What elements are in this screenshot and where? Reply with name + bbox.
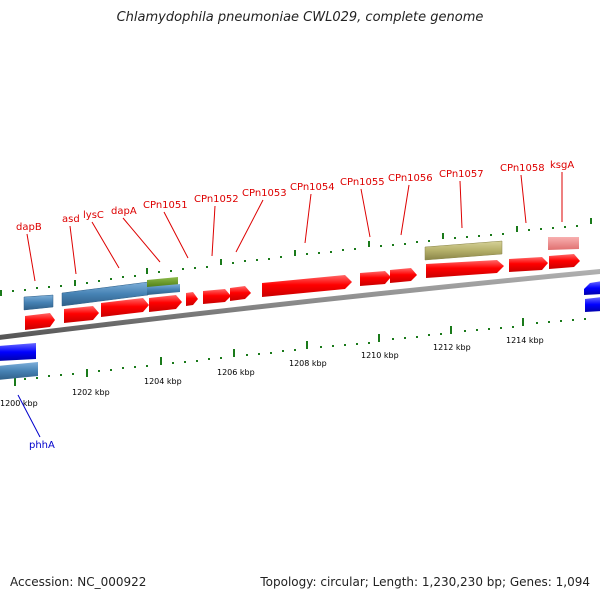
cds-arrow — [390, 268, 417, 283]
gene-leader-line-phhA — [17, 394, 41, 438]
feature-steelblue — [23, 294, 54, 311]
gene-label-CPn1055: CPn1055 — [340, 177, 385, 188]
cds-arrows — [25, 254, 580, 330]
genome-summary-text: Topology: circular; Length: 1,230,230 bp… — [260, 575, 590, 589]
feature-pink — [548, 237, 579, 250]
feature-steelblue — [61, 281, 149, 307]
cds-arrow — [186, 292, 198, 306]
cds-arrow — [149, 295, 182, 312]
map-title: Chlamydophila pneumoniae CWL029, complet… — [116, 10, 484, 25]
accession-text: Accession: NC_000922 — [10, 575, 147, 589]
gene-label-dapA: dapA — [111, 206, 137, 217]
kbp-label: 1212 kbp — [433, 343, 471, 352]
gene-label-CPn1052: CPn1052 — [194, 194, 239, 205]
gene-leader-lines — [26, 172, 563, 282]
feature-olive — [424, 240, 503, 261]
gene-labels: dapB asd lysC dapA CPn1051 CPn1052 CPn10… — [16, 160, 574, 451]
gene-label-CPn1056: CPn1056 — [388, 173, 433, 184]
feature-blue — [584, 281, 600, 295]
gene-label-CPn1057: CPn1057 — [439, 169, 484, 180]
kbp-label: 1204 kbp — [144, 377, 182, 386]
lower-features — [0, 281, 600, 380]
lower-tick-track — [14, 318, 586, 386]
cds-arrow — [25, 313, 55, 330]
gene-label-dapB: dapB — [16, 222, 42, 233]
kbp-label: 1200 kbp — [0, 399, 38, 408]
gene-label-CPn1058: CPn1058 — [500, 163, 545, 174]
feature-steelblue — [0, 362, 38, 380]
cds-arrow — [262, 275, 352, 297]
cds-arrow — [230, 286, 251, 301]
gene-label-CPn1054: CPn1054 — [290, 182, 335, 193]
gene-label-CPn1051: CPn1051 — [143, 200, 188, 211]
cds-arrow — [509, 257, 548, 272]
kbp-label: 1210 kbp — [361, 351, 399, 360]
kbp-label: 1202 kbp — [72, 388, 110, 397]
gene-label-CPn1053: CPn1053 — [242, 188, 287, 199]
kbp-labels: 1200 kbp 1202 kbp 1204 kbp 1206 kbp 1208… — [0, 336, 544, 408]
feature-blue — [0, 343, 36, 361]
feature-blue — [585, 297, 600, 312]
cds-arrow — [360, 271, 391, 286]
kbp-label: 1206 kbp — [217, 368, 255, 377]
upper-features — [23, 237, 579, 311]
genome-backbone — [0, 268, 600, 340]
kbp-label: 1214 kbp — [506, 336, 544, 345]
gene-label-lysC: lysC — [83, 210, 104, 221]
cds-arrow — [203, 289, 231, 304]
cds-arrow — [549, 254, 580, 269]
upper-tick-track — [0, 218, 592, 296]
cds-arrow — [101, 298, 149, 317]
gene-label-asd: asd — [62, 214, 80, 225]
cds-arrow — [426, 260, 504, 278]
gene-label-phhA: phhA — [29, 440, 55, 451]
kbp-label: 1208 kbp — [289, 359, 327, 368]
feature-steelblue — [147, 284, 180, 295]
cds-arrow — [64, 306, 99, 323]
gene-label-ksgA: ksgA — [550, 160, 574, 171]
